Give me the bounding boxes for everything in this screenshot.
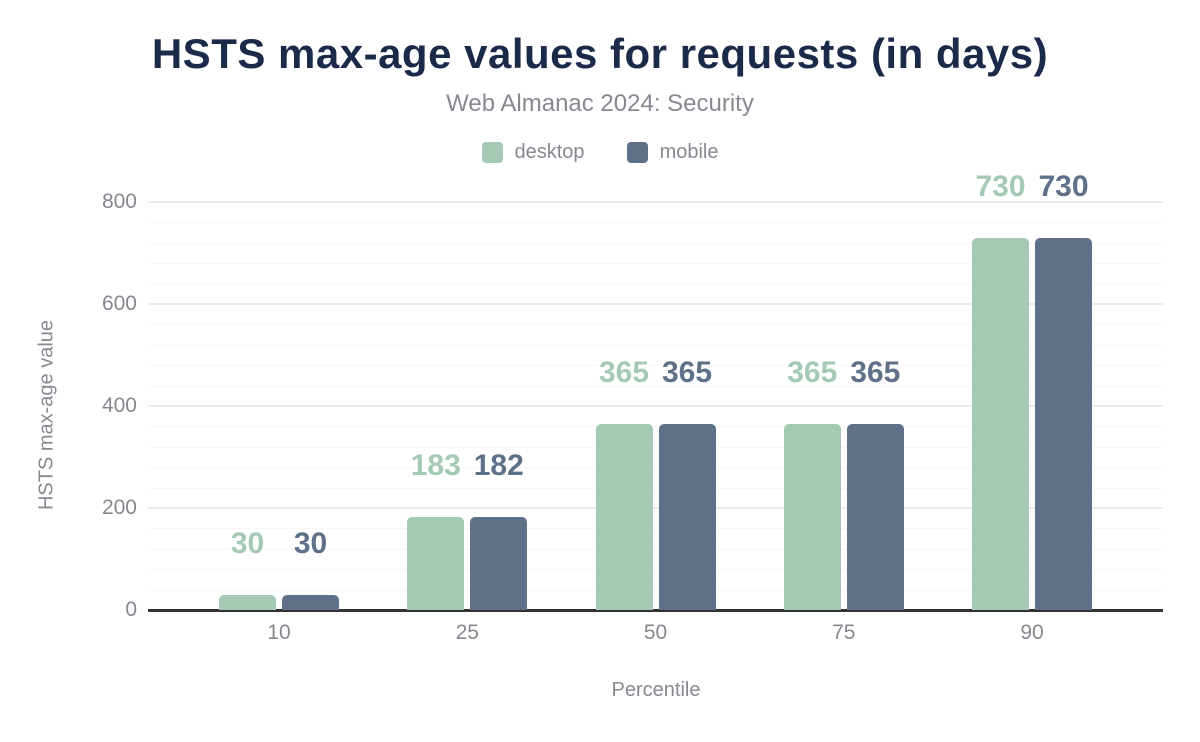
minor-gridline <box>148 222 1163 224</box>
bar-desktop-p90[interactable] <box>972 237 1029 610</box>
bar-value-mobile-p75: 365 <box>850 355 901 389</box>
mobile-swatch-icon <box>626 142 648 163</box>
bar-mobile-p75[interactable] <box>846 423 904 610</box>
chart-title: HSTS max-age values for requests (in day… <box>151 30 1049 77</box>
y-axis-title: HSTS max-age value <box>35 319 58 511</box>
x-tick-label-p75: 75 <box>832 621 856 644</box>
bar-mobile-p10[interactable] <box>282 594 339 610</box>
legend-item-mobile[interactable]: mobile <box>626 141 719 164</box>
x-tick-label-p90: 90 <box>1020 621 1044 644</box>
y-tick-label: 0 <box>125 598 137 621</box>
bar-mobile-p90[interactable] <box>1035 237 1092 610</box>
bar-mobile-p25[interactable] <box>470 517 528 610</box>
bar-value-mobile-p90: 730 <box>1038 169 1089 203</box>
x-tick-label-p10: 10 <box>267 621 291 644</box>
bar-desktop-p50[interactable] <box>595 423 653 610</box>
bar-value-desktop-p90: 730 <box>975 169 1026 203</box>
bar-desktop-p75[interactable] <box>783 423 841 610</box>
bar-desktop-p10[interactable] <box>219 594 276 610</box>
x-tick-label-p25: 25 <box>455 621 479 644</box>
bar-value-mobile-p25: 182 <box>473 449 524 483</box>
bar-value-desktop-p10: 30 <box>230 526 265 560</box>
x-axis-line <box>148 608 1163 612</box>
bar-value-desktop-p75: 365 <box>787 355 838 389</box>
x-axis-title: Percentile <box>611 679 701 701</box>
bar-value-mobile-p50: 365 <box>661 355 713 389</box>
legend-label-mobile: mobile <box>659 141 719 163</box>
y-tick-label: 600 <box>101 292 137 315</box>
bar-value-desktop-p50: 365 <box>598 355 650 389</box>
y-tick-label: 400 <box>101 394 137 417</box>
y-tick-label: 800 <box>101 190 137 213</box>
bar-desktop-p25[interactable] <box>407 516 465 610</box>
y-tick-label: 200 <box>101 496 137 519</box>
bar-value-desktop-p25: 183 <box>410 448 461 482</box>
desktop-swatch-icon <box>481 142 503 163</box>
bar-value-mobile-p10: 30 <box>293 526 328 560</box>
legend-label-desktop: desktop <box>514 141 585 163</box>
chart-subtitle: Web Almanac 2024: Security <box>446 90 754 117</box>
x-tick-label-p50: 50 <box>643 621 668 644</box>
legend: desktop mobile <box>0 141 1200 164</box>
bar-mobile-p50[interactable] <box>658 423 716 610</box>
legend-item-desktop[interactable]: desktop <box>481 141 585 164</box>
